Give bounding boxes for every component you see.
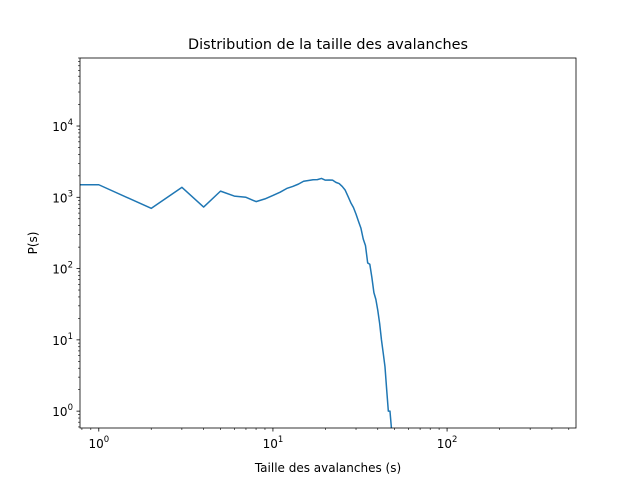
x-tick-label: 100 bbox=[88, 435, 109, 451]
x-tick-label: 101 bbox=[263, 435, 284, 451]
y-tick-label: 103 bbox=[52, 189, 73, 205]
ticks: 100 101 102 100 101 102 103 104 bbox=[52, 57, 570, 451]
plot-area bbox=[80, 177, 393, 428]
axes-frame bbox=[79, 57, 577, 429]
x-tick-label: 102 bbox=[437, 435, 458, 451]
x-axis-label: Taille des avalanches (s) bbox=[254, 461, 401, 475]
y-tick-label: 101 bbox=[52, 332, 73, 348]
y-axis-label: P(s) bbox=[26, 232, 40, 255]
series-line-0 bbox=[80, 177, 393, 428]
chart-title: Distribution de la taille des avalanches bbox=[188, 37, 468, 53]
y-tick-label: 102 bbox=[52, 261, 73, 277]
y-tick-label: 100 bbox=[52, 403, 73, 419]
y-tick-label: 104 bbox=[52, 118, 73, 134]
